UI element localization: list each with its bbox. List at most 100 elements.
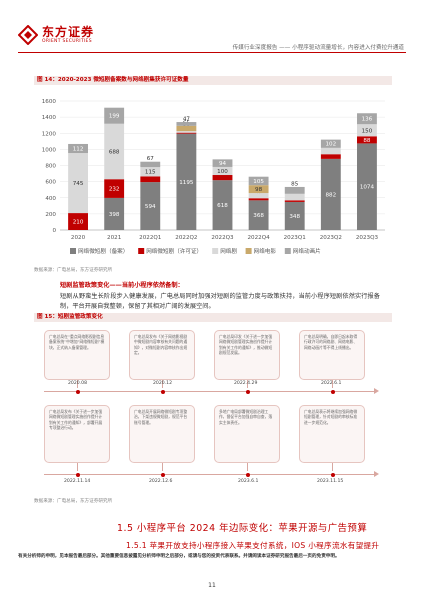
timeline-dot	[161, 389, 165, 394]
bar-segment	[104, 107, 125, 124]
data-label: 98	[255, 187, 263, 193]
x-tick-label: 2021	[107, 235, 122, 241]
timeline-event-box: 广电总局发布《关于进一步加强网络微短剧管理实施创作提升计划有关工作的通知》，部署…	[44, 405, 110, 463]
data-label: 88	[363, 138, 371, 144]
bar-segment	[68, 153, 88, 214]
section-heading: 1.5 小程序平台 2024 年边际变化：苹果开源与广告预算	[117, 523, 368, 534]
data-label: 348	[289, 214, 300, 220]
timeline-axis-bottom	[44, 474, 374, 475]
x-tick-label: 2023Q3	[356, 235, 379, 241]
stacked-bar-chart: 0 200 400 600 800 1000 1200 1400 1600 210 745 112 20…	[42, 99, 385, 255]
bar-segment	[357, 143, 377, 230]
timeline-dot	[246, 472, 250, 477]
bar-segment	[320, 147, 341, 155]
data-label: 199	[109, 114, 120, 120]
bar-segment	[248, 200, 269, 230]
x-tick-label: 2020	[71, 235, 86, 241]
timeline-date: 2022.6.1	[321, 381, 342, 386]
bar-segment	[68, 213, 88, 230]
figure-15-source: 数据来源：广电总局，东方证券研究所	[34, 499, 113, 504]
timeline-dot	[246, 389, 250, 394]
bar-segment	[176, 125, 197, 132]
bar-segment	[140, 182, 161, 230]
legend-label: 网络剧	[220, 247, 237, 255]
page-number: 11	[208, 582, 216, 589]
logo-chinese-name: 东方证券	[42, 24, 95, 39]
timeline-date: 2022.12.6	[149, 479, 173, 484]
x-tick-label: 2023Q1	[284, 235, 307, 241]
timeline-date: 2022.4.29	[234, 381, 258, 386]
orient-securities-logo-icon	[17, 24, 39, 46]
y-tick-label: 600	[45, 180, 56, 186]
timeline-date: 2022.11.14	[64, 479, 91, 484]
bar-segment	[140, 176, 161, 183]
timeline-event-box: 广电总局在“重点网络影视剧信息备案系统”中增加“网络微短剧”模块，正式纳入备案管…	[44, 330, 110, 380]
legend-label: 网络微短剧（许可证）	[146, 247, 202, 255]
bar-segment	[176, 132, 197, 134]
timeline-date: 2023.6.1	[238, 479, 259, 484]
bar-segment	[357, 113, 377, 125]
timeline-arrow-icon	[374, 388, 379, 394]
bar-segment	[140, 161, 161, 168]
data-label: 136	[362, 117, 373, 123]
legend-label: 网络动画片	[293, 247, 321, 255]
bar-segment	[248, 185, 269, 194]
data-label: 618	[217, 203, 228, 209]
bar-segment	[140, 167, 161, 177]
footer-disclaimer: 有关分析师的申明，见本报告最后部分。其他重要信息披露见分析师申明之后部分，或请与…	[18, 554, 340, 559]
timeline-event-box: 广电总局表示将继续加强网络微短剧管理，针对短剧的审核标准进一步规范化。	[299, 405, 365, 463]
timeline-axis-top	[44, 391, 374, 392]
timeline-date: 2020.12	[153, 381, 172, 386]
data-label: 112	[73, 146, 84, 152]
legend-swatch	[212, 248, 219, 254]
report-title: 传媒行业深度报告 —— 小程序驱动流量增长，内容进入付费拉升通道	[232, 45, 404, 51]
timeline-dot	[76, 389, 80, 394]
data-label: 210	[73, 220, 84, 226]
data-label: 85	[291, 181, 299, 187]
timeline-event-box: 广电总局明确，自即日起未取得行政许可的网络剧、网络电影、网络动画片等不得上线播出…	[299, 330, 365, 380]
data-label: 368	[253, 213, 264, 219]
bar-segment	[212, 159, 233, 167]
data-label: 47	[183, 117, 191, 123]
timeline-event-box: 广电总局开展网络微短剧专项整治，下架违规微短剧，规范平台账号管理。	[129, 405, 195, 463]
timeline-dot	[331, 389, 335, 394]
bar-segment	[104, 179, 125, 198]
data-label: 105	[253, 179, 264, 185]
timeline-event-box: 广电总局印发《关于进一步加强网络微短剧管理实施创作提升计划有关工作的通知》，推动…	[214, 330, 280, 380]
x-tick-label: 2023Q2	[320, 235, 342, 241]
bar-segment	[68, 143, 88, 154]
data-label: 94	[219, 161, 227, 167]
bar-segment	[176, 122, 197, 126]
bar-segment	[284, 201, 305, 230]
y-tick-label: 1400	[42, 115, 57, 121]
data-label: 100	[217, 169, 228, 175]
bar-segment	[176, 131, 197, 133]
y-tick-label: 0	[52, 228, 56, 234]
y-tick-label: 1200	[42, 131, 57, 137]
data-label: 594	[145, 204, 156, 210]
y-tick-label: 400	[45, 196, 56, 202]
bar-segment	[284, 200, 305, 202]
y-tick-label: 800	[45, 164, 56, 170]
figure-15-title: 图 15：短剧监管政策变化	[34, 313, 392, 322]
timeline-event-box: 多地广电局部署微短剧治理工作，督促平台加强自审自查，落实主体责任。	[214, 405, 280, 463]
legend-label: 网络微短剧（备案）	[78, 247, 128, 255]
figure-14-source: 数据来源：广电总局，东方证券研究所	[34, 268, 113, 273]
logo-english-name: ORIENT SECURITIES	[42, 38, 92, 44]
footer-band	[0, 552, 424, 559]
y-tick-label: 1600	[42, 99, 57, 105]
policy-lead: 短剧监管政策变化——当前小程序依然备制：	[60, 282, 184, 289]
bar-segment	[357, 124, 377, 137]
bar-segment	[357, 136, 377, 144]
y-tick-label: 200	[45, 212, 56, 218]
bar-segment	[248, 176, 269, 186]
bar-segment	[212, 166, 233, 176]
timeline-arrow-icon	[374, 471, 379, 477]
legend-label: 网络电影	[254, 247, 277, 255]
legend-swatch	[284, 248, 291, 254]
data-label: 67	[147, 156, 155, 162]
bar-segment	[176, 133, 197, 230]
timeline-dot	[331, 472, 335, 477]
policy-paragraph: 短剧监管政策变化——当前小程序依然备制： 短剧从野蛮生长阶段步入健康发展，广电总…	[60, 281, 380, 313]
bar-segment	[248, 193, 269, 199]
